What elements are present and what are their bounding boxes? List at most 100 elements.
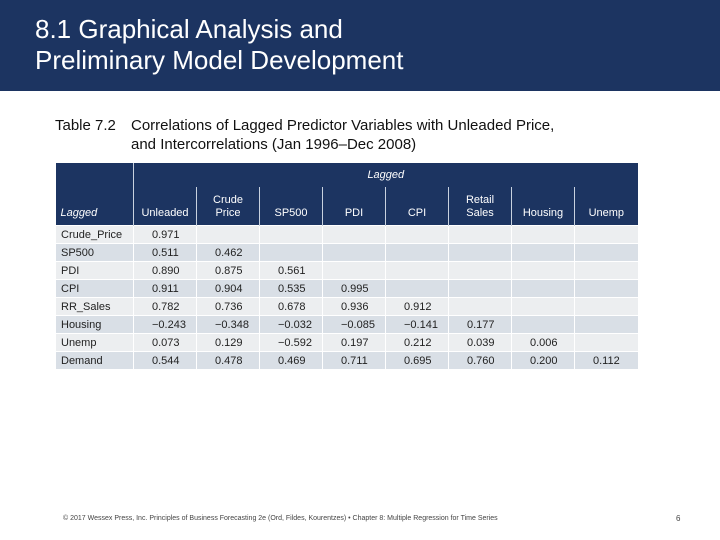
- table-cell: 0.678: [259, 297, 323, 316]
- table-cell: −0.243: [133, 315, 197, 334]
- table-row: PDI 0.890 0.875 0.561: [55, 261, 638, 280]
- table-label: Table 7.2: [55, 117, 116, 134]
- table-cell: [573, 279, 638, 298]
- table-row: SP500 0.511 0.462: [55, 243, 638, 262]
- table-cell: [385, 261, 449, 280]
- table-cell: 0.129: [196, 333, 260, 352]
- column-header: Housing: [511, 187, 575, 226]
- row-label: RR_Sales: [55, 297, 134, 316]
- row-label: Crude_Price: [55, 225, 134, 244]
- table-cell: [511, 297, 575, 316]
- table-cell: 0.112: [573, 351, 638, 369]
- table-cell: 0.890: [133, 261, 197, 280]
- table-cell: [259, 225, 323, 244]
- table-cell: [322, 225, 386, 244]
- table-cell: [511, 225, 575, 244]
- table-body: Crude_Price 0.971 SP500 0.511 0.462 PDI 0.890 0…: [55, 225, 638, 369]
- table-cell: [573, 333, 638, 352]
- table-group-header-row: Lagged: [55, 163, 638, 187]
- table-cell: 0.875: [196, 261, 260, 280]
- table-cell: 0.478: [196, 351, 260, 369]
- table-cell: [385, 243, 449, 262]
- table-row: Demand 0.544 0.478 0.469 0.711 0.695 0.760 0.20…: [55, 351, 638, 369]
- table-cell: [448, 279, 512, 298]
- table-cell: [322, 243, 386, 262]
- table-cell: −0.592: [259, 333, 323, 352]
- table-cell: 0.177: [448, 315, 512, 334]
- table-cell: [322, 261, 386, 280]
- table-cell: 0.736: [196, 297, 260, 316]
- slide-title: 8.1 Graphical Analysis and Preliminary M…: [35, 14, 404, 75]
- table-cell: [196, 225, 260, 244]
- table-cell: 0.039: [448, 333, 512, 352]
- table-cell: [385, 225, 449, 244]
- table-cell: [511, 243, 575, 262]
- table-cell: [448, 297, 512, 316]
- footer-text: © 2017 Wessex Press, Inc. Principles of …: [63, 515, 498, 522]
- table-cell: 0.469: [259, 351, 323, 369]
- table-cell: [448, 261, 512, 280]
- table-cell: −0.141: [385, 315, 449, 334]
- table-cell: 0.073: [133, 333, 197, 352]
- group-header: Lagged: [132, 163, 638, 187]
- table-cell: −0.348: [196, 315, 260, 334]
- row-label: SP500: [55, 243, 134, 262]
- table-cell: 0.936: [322, 297, 386, 316]
- table-row: Unemp 0.073 0.129 −0.592 0.197 0.212 0.039 0.00…: [55, 333, 638, 352]
- table-cell: 0.904: [196, 279, 260, 298]
- table-cell: 0.511: [133, 243, 197, 262]
- correlation-table: Lagged Lagged Unleaded Crude Price SP500…: [55, 163, 638, 369]
- table-row: RR_Sales 0.782 0.736 0.678 0.936 0.912: [55, 297, 638, 316]
- column-header: CPI: [385, 187, 449, 226]
- table-cell: 0.212: [385, 333, 449, 352]
- table-cell: 0.197: [322, 333, 386, 352]
- table-cell: [448, 243, 512, 262]
- table-cell: [448, 225, 512, 244]
- table-caption-text: Correlations of Lagged Predictor Variabl…: [131, 117, 555, 153]
- page-number: 6: [676, 514, 681, 523]
- table-cell: 0.535: [259, 279, 323, 298]
- table-cell: [511, 315, 575, 334]
- table-cell: [573, 243, 638, 262]
- table-cell: 0.912: [385, 297, 449, 316]
- column-header: PDI: [322, 187, 386, 226]
- table-cell: [573, 297, 638, 316]
- group-header-spacer: [55, 163, 134, 187]
- column-header: Crude Price: [196, 187, 260, 226]
- table-cell: 0.760: [448, 351, 512, 369]
- table-row: Housing −0.243 −0.348 −0.032 −0.085 −0.141 0.1…: [55, 315, 638, 334]
- column-header: SP500: [259, 187, 323, 226]
- column-header: Retail Sales: [448, 187, 512, 226]
- table-row: Crude_Price 0.971: [55, 225, 638, 244]
- table-cell: −0.032: [259, 315, 323, 334]
- table-cell: [573, 261, 638, 280]
- row-label: Unemp: [55, 333, 134, 352]
- row-header: Lagged: [55, 187, 134, 226]
- row-label: Housing: [55, 315, 134, 334]
- row-label: CPI: [55, 279, 134, 298]
- table-cell: −0.085: [322, 315, 386, 334]
- table-cell: [511, 261, 575, 280]
- table-cell: 0.711: [322, 351, 386, 369]
- column-header: Unemp: [573, 187, 638, 226]
- title-bar: 8.1 Graphical Analysis and Preliminary M…: [0, 0, 720, 91]
- table-cell: [573, 225, 638, 244]
- table-cell: 0.995: [322, 279, 386, 298]
- table-cell: 0.561: [259, 261, 323, 280]
- table-header-row: Lagged Unleaded Crude Price SP500 PDI CP…: [55, 187, 638, 226]
- table-cell: 0.200: [511, 351, 575, 369]
- table-cell: 0.006: [511, 333, 575, 352]
- table-cell: [259, 243, 323, 262]
- table-cell: 0.462: [196, 243, 260, 262]
- table-cell: [385, 279, 449, 298]
- table-cell: [511, 279, 575, 298]
- row-label: Demand: [55, 351, 134, 369]
- table-row: CPI 0.911 0.904 0.535 0.995: [55, 279, 638, 298]
- table-cell: 0.971: [133, 225, 197, 244]
- table-cell: 0.544: [133, 351, 197, 369]
- table-cell: 0.782: [133, 297, 197, 316]
- table-cell: 0.911: [133, 279, 197, 298]
- table-cell: 0.695: [385, 351, 449, 369]
- column-header: Unleaded: [133, 187, 197, 226]
- table-cell: [573, 315, 638, 334]
